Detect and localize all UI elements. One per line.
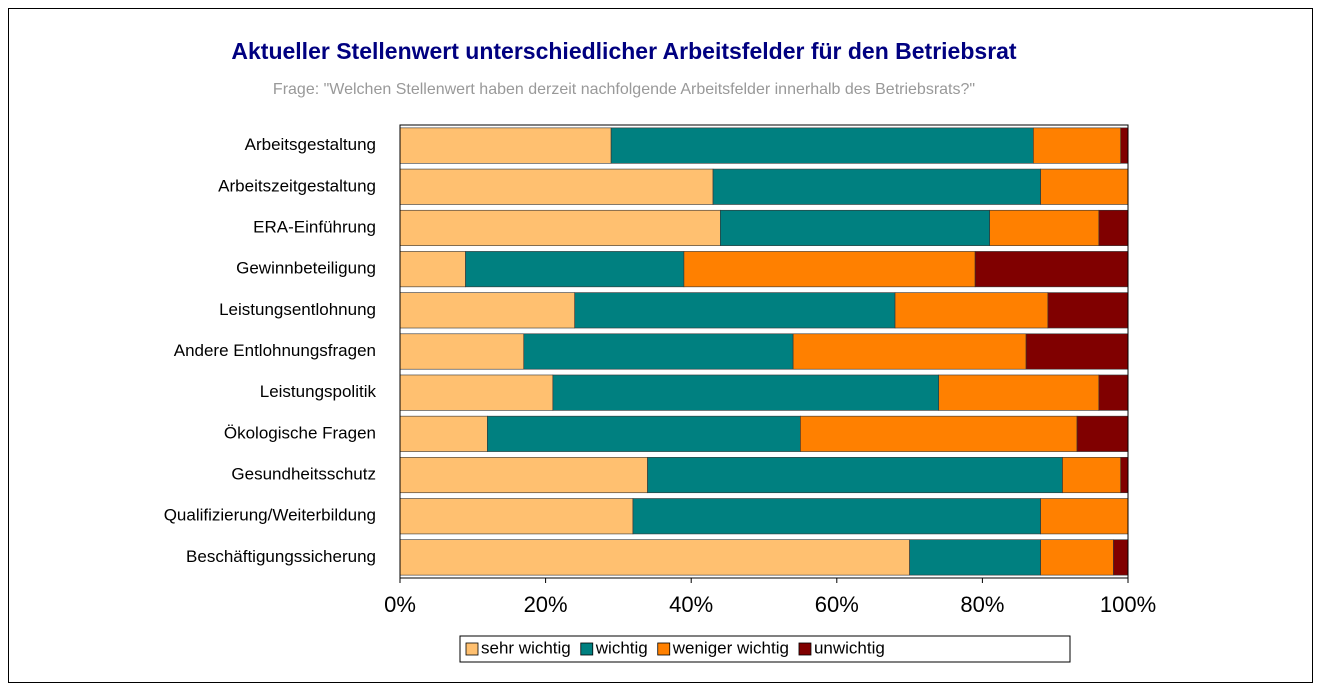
bar-segment <box>399 498 634 535</box>
bar-segment <box>1033 127 1122 164</box>
bar-segment <box>465 251 685 288</box>
y-tick-label: Beschäftigungssicherung <box>186 547 376 566</box>
bar-segment <box>1047 292 1129 329</box>
bar-segment <box>399 415 488 452</box>
y-tick-label: Ökologische Fragen <box>224 423 376 442</box>
y-tick-label: Arbeitszeitgestaltung <box>218 176 376 195</box>
bar-segment <box>792 333 1027 370</box>
chart-subtitle: Frage: "Welchen Stellenwert haben derzei… <box>273 81 975 98</box>
bar-segment <box>647 457 1063 494</box>
x-tick-label: 80% <box>960 592 1004 617</box>
y-tick-label: Leistungspolitik <box>260 382 377 401</box>
y-tick-label: Leistungsentlohnung <box>219 300 376 319</box>
y-tick-label: ERA-Einführung <box>253 217 376 236</box>
x-tick-label: 0% <box>384 592 416 617</box>
bar-segment <box>938 374 1100 411</box>
x-tick-label: 60% <box>815 592 859 617</box>
y-tick-label: Arbeitsgestaltung <box>245 135 376 154</box>
bar-segment <box>399 209 721 246</box>
legend-label: weniger wichtig <box>672 638 789 657</box>
bar-segment <box>800 415 1078 452</box>
bar-segment <box>1098 209 1129 246</box>
bar-segment <box>399 292 576 329</box>
x-tick-label: 40% <box>669 592 713 617</box>
bar-segment <box>989 209 1100 246</box>
legend-swatch <box>465 642 479 656</box>
bar-segment <box>1040 539 1114 576</box>
x-tick-label: 100% <box>1100 592 1156 617</box>
legend-label: sehr wichtig <box>481 638 571 657</box>
bar-segment <box>1113 539 1129 576</box>
legend-label: wichtig <box>595 638 648 657</box>
bar-segment <box>909 539 1041 576</box>
legend-swatch <box>798 642 812 656</box>
bar-segment <box>683 251 976 288</box>
bar-segment <box>1098 374 1129 411</box>
y-tick-label: Gesundheitsschutz <box>231 465 376 484</box>
bar-segment <box>974 251 1129 288</box>
bar-segment <box>1040 498 1129 535</box>
bar-segment <box>632 498 1041 535</box>
bar-segment <box>1040 168 1129 205</box>
y-tick-label: Andere Entlohnungsfragen <box>174 341 376 360</box>
bar-segment <box>712 168 1041 205</box>
legend-swatch <box>657 642 671 656</box>
chart-title: Aktueller Stellenwert unterschiedlicher … <box>231 38 1017 64</box>
bar-segment <box>487 415 801 452</box>
y-tick-label: Gewinnbeteiligung <box>236 259 376 278</box>
bar-segment <box>720 209 990 246</box>
y-tick-label: Qualifizierung/Weiterbildung <box>164 506 376 525</box>
bar-segment <box>399 374 554 411</box>
bar-segment <box>1062 457 1122 494</box>
legend-swatch <box>580 642 594 656</box>
bar-segment <box>610 127 1034 164</box>
bar-segment <box>552 374 940 411</box>
bar-segment <box>399 333 525 370</box>
legend-label: unwichtig <box>814 638 885 657</box>
bar-segment <box>1120 127 1129 164</box>
bar-segment <box>1120 457 1129 494</box>
bar-segment <box>1025 333 1129 370</box>
legend-box <box>459 635 1071 663</box>
plot-frame <box>399 124 1129 579</box>
bar-segment <box>1076 415 1129 452</box>
bar-segment <box>523 333 794 370</box>
bar-segment <box>399 127 612 164</box>
bar-segment <box>399 457 648 494</box>
bar-segment <box>574 292 896 329</box>
bar-segment <box>399 168 714 205</box>
x-tick-label: 20% <box>524 592 568 617</box>
bar-segment <box>399 251 466 288</box>
bar-segment <box>894 292 1049 329</box>
bar-segment <box>399 539 910 576</box>
